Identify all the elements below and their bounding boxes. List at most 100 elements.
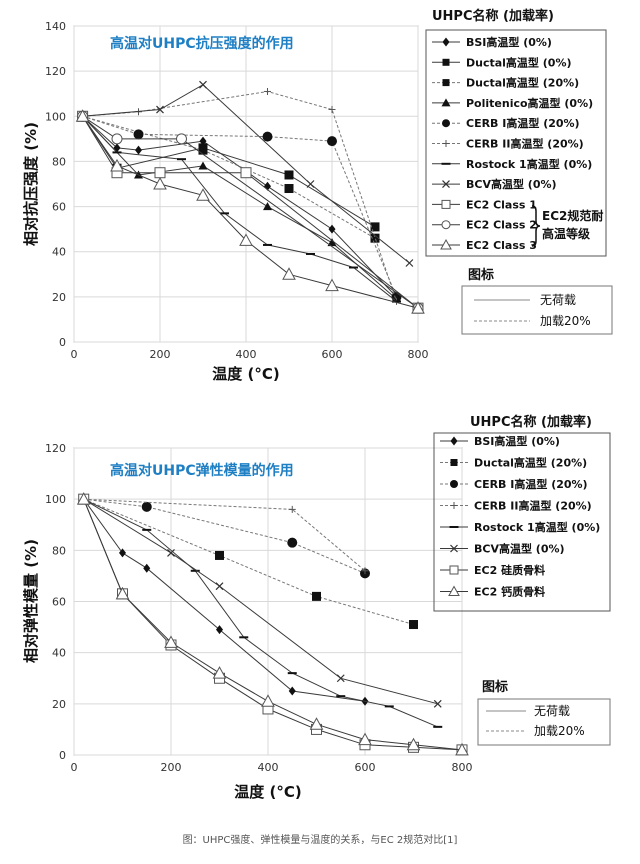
diamond-icon <box>119 548 126 558</box>
data-point <box>111 133 123 145</box>
data-point <box>167 548 175 557</box>
y-axis-label: 相对抗压强度 (%) <box>22 122 40 246</box>
x-icon <box>450 544 458 553</box>
legend-marker <box>442 119 450 128</box>
data-point <box>216 625 223 635</box>
legend-marker <box>450 502 458 509</box>
legend-box <box>433 432 611 612</box>
data-point <box>199 136 207 146</box>
y-tick-label: 20 <box>52 291 66 304</box>
x-axis-label: 温度 (°C) <box>234 783 301 801</box>
y-tick-label: 80 <box>52 155 66 168</box>
y-axis-label: 相对弹性模量 (%) <box>22 539 40 663</box>
data-point <box>215 582 224 591</box>
legend-marker <box>450 544 458 553</box>
data-point <box>119 548 126 558</box>
open-triangle-icon <box>411 301 425 314</box>
open-triangle-icon <box>282 267 296 280</box>
series-ec2 <box>76 492 469 756</box>
data-point <box>306 180 315 188</box>
data-point <box>199 80 207 89</box>
data-point <box>406 737 421 751</box>
legend-label: CERB II高温型 (20%) <box>474 499 592 513</box>
open-triangle-icon <box>325 278 339 292</box>
data-point <box>312 591 321 601</box>
style-legend-title: 图标 <box>482 679 508 695</box>
square-icon <box>409 620 418 630</box>
x-tick-label: 0 <box>71 761 78 774</box>
compressive-strength-chart: 0 20 40 60 80 100 120 140 0 200 400 600 800 高温对UHPC抗… <box>22 8 613 383</box>
legend-item: Ductal高温型 (20%) <box>440 456 587 470</box>
legend-item: BSI高温型 (0%) <box>432 35 552 49</box>
legend-group-label-1: EC2规范耐 <box>542 208 603 223</box>
legend-item: BCV高温型 (0%) <box>440 542 565 556</box>
legend-title: UHPC名称 (加载率) <box>432 8 554 24</box>
circle-icon <box>327 136 337 147</box>
x-tick-label: 800 <box>452 761 473 774</box>
diamond-icon <box>143 563 151 573</box>
diamond-icon <box>199 136 207 146</box>
legend-marker <box>449 565 459 575</box>
x-icon <box>167 548 175 557</box>
data-point <box>135 145 142 155</box>
open-triangle-icon <box>358 732 372 746</box>
circle-icon <box>442 119 450 128</box>
triangle-icon <box>198 161 208 170</box>
legend-group-label-2: 高温等级 <box>542 226 590 241</box>
data-point <box>76 492 91 505</box>
style-legend-solid: 无荷载 <box>534 704 570 718</box>
data-point <box>288 505 296 513</box>
legend-label: CERB I高温型 (20%) <box>474 477 588 491</box>
legend-label: Politenico高温型 (0%) <box>466 96 593 110</box>
y-tick-label: 0 <box>59 336 66 349</box>
square-icon <box>442 58 450 66</box>
open-triangle-icon <box>196 188 210 201</box>
legend-item: Rostock 1高温型 (0%) <box>440 520 600 534</box>
data-point <box>328 106 336 114</box>
legend-item: EC2 Class 1 <box>432 198 537 211</box>
data-point <box>240 167 252 179</box>
legend-item: BSI高温型 (0%) <box>440 434 560 448</box>
legend-marker <box>448 585 460 596</box>
data-point <box>164 635 178 648</box>
series-line <box>82 115 419 309</box>
diamond-icon <box>288 686 296 696</box>
data-point <box>133 129 144 140</box>
style-legend-title: 图标 <box>468 267 494 283</box>
legend-title: UHPC名称 (加载率) <box>470 414 592 430</box>
data-point <box>115 586 130 600</box>
data-point <box>287 537 298 548</box>
data-point <box>336 674 345 683</box>
series-line <box>82 115 397 302</box>
open-triangle-icon <box>406 737 421 751</box>
legend-item: EC2 硅质骨料 <box>440 563 545 577</box>
triangle-icon <box>263 202 272 211</box>
legend-label: CERB II高温型 (20%) <box>466 137 584 151</box>
legend-label: EC2 Class 1 <box>466 198 537 211</box>
data-point <box>143 563 151 573</box>
legend-item: Rostock 1高温型 (0%) <box>432 157 592 171</box>
series-line <box>83 498 414 625</box>
square-icon <box>370 233 380 243</box>
y-tick-label: 20 <box>52 698 66 711</box>
x-icon <box>215 582 224 591</box>
series-ec2-class-3 <box>75 109 425 314</box>
legend-marker <box>450 436 458 446</box>
open-square-icon <box>240 167 252 179</box>
legend-marker <box>441 220 451 230</box>
legend-item: CERB II高温型 (20%) <box>440 499 592 513</box>
legend-item: BCV高温型 (0%) <box>432 177 557 191</box>
data-point <box>198 161 208 170</box>
open-circle-icon <box>111 133 123 145</box>
data-point <box>215 550 224 560</box>
x-tick-label: 600 <box>355 761 376 774</box>
data-point <box>176 133 187 145</box>
y-tick-label: 100 <box>45 493 66 506</box>
x-icon <box>433 699 442 708</box>
series-line <box>82 115 397 300</box>
square-icon <box>198 145 208 155</box>
x-tick-label: 400 <box>236 348 257 361</box>
legend-label: Rostock 1高温型 (0%) <box>466 157 592 171</box>
series-line <box>83 498 438 728</box>
